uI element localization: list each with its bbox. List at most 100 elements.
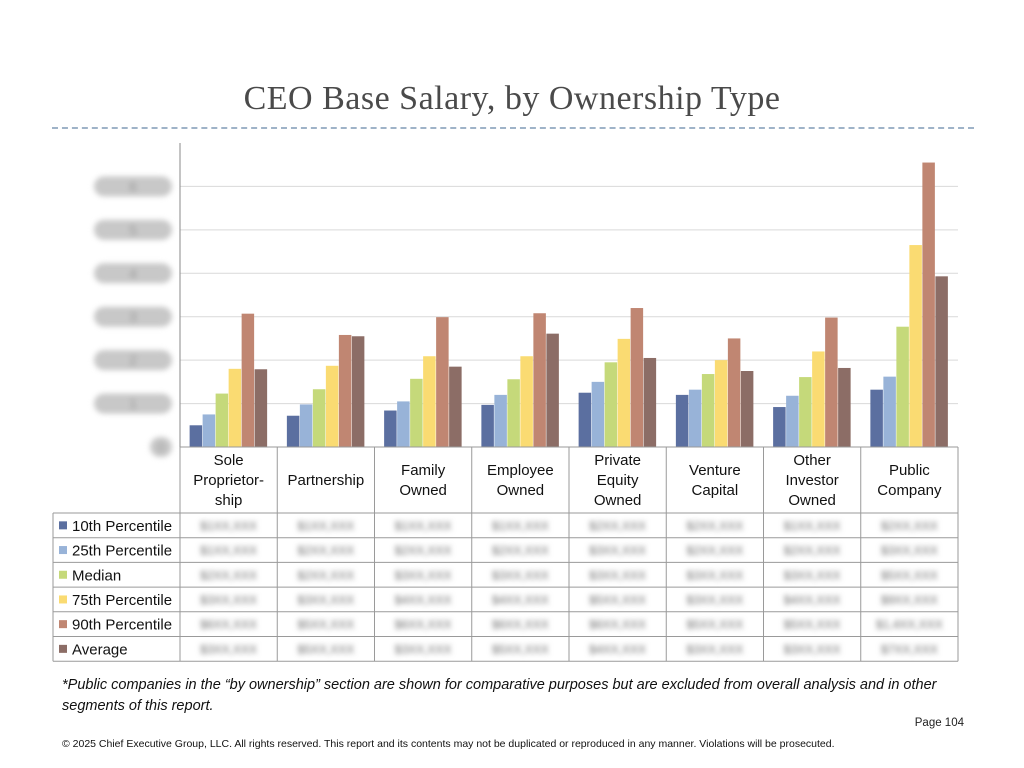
bar — [922, 162, 935, 448]
table-value: $2XX,XXX — [687, 519, 744, 533]
table-value: $3XX,XXX — [200, 593, 257, 607]
bar — [423, 356, 436, 447]
category-label: Venture — [689, 462, 741, 479]
bar — [351, 336, 365, 447]
table-value: $1XX,XXX — [298, 519, 355, 533]
table-value: $5XX,XXX — [589, 593, 646, 607]
table-value: $2XX,XXX — [298, 568, 355, 582]
bar — [436, 317, 449, 447]
table-value: $5XX,XXX — [687, 618, 744, 632]
table-value: $3XX,XXX — [395, 642, 452, 656]
bar — [449, 366, 462, 447]
page-number: Page 104 — [914, 717, 964, 729]
bar — [935, 276, 948, 447]
table-value: $3XX,XXX — [687, 568, 744, 582]
table-value: $3XX,XXX — [687, 642, 744, 656]
y-tick-label: 4 — [129, 265, 137, 281]
y-tick-label: 2 — [129, 352, 137, 368]
table-value: $4XX,XXX — [589, 642, 646, 656]
bar — [533, 313, 546, 447]
table-value: $9XX,XXX — [881, 593, 938, 607]
category-label: Owned — [497, 482, 545, 499]
table-value: $6XX,XXX — [395, 618, 452, 632]
category-label: Employee — [487, 462, 554, 479]
table-value: $1XX,XXX — [784, 519, 841, 533]
category-label: Family — [401, 462, 446, 479]
table-value: $1XX,XXX — [200, 544, 257, 558]
legend-label: Average — [72, 641, 128, 658]
bar — [202, 414, 216, 447]
bar — [410, 378, 423, 447]
table-value: $2XX,XXX — [395, 544, 452, 558]
bar — [241, 313, 255, 447]
table-value: $2XX,XXX — [492, 544, 549, 558]
table-value: $2XX,XXX — [298, 544, 355, 558]
bar — [838, 367, 851, 447]
table-value: $5XX,XXX — [784, 618, 841, 632]
bar — [312, 389, 326, 447]
category-label: Capital — [692, 482, 739, 499]
table-value: $2XX,XXX — [589, 519, 646, 533]
bar — [909, 245, 922, 447]
bar — [786, 395, 799, 447]
table-value: $6XX,XXX — [492, 618, 549, 632]
y-tick-label-mask — [94, 219, 172, 240]
table-value: $6XX,XXX — [200, 618, 257, 632]
table-value: $3XX,XXX — [687, 593, 744, 607]
category-label: Partnership — [288, 472, 365, 489]
table-value: $3XX,XXX — [395, 568, 452, 582]
y-tick-label-mask — [94, 263, 172, 284]
legend-label: 75th Percentile — [72, 592, 172, 609]
table-value: $2XX,XXX — [687, 544, 744, 558]
y-tick-label: 3 — [129, 309, 137, 325]
table-value: $1,4XX,XXX — [876, 618, 943, 632]
category-label: Company — [877, 482, 942, 499]
page-title: CEO Base Salary, by Ownership Type — [243, 80, 781, 117]
bar — [546, 333, 559, 447]
table-value: $3XX,XXX — [589, 544, 646, 558]
bar — [286, 415, 300, 447]
bar — [397, 401, 410, 447]
table-value: $2XX,XXX — [200, 568, 257, 582]
bar — [299, 404, 313, 447]
bar — [773, 407, 786, 447]
legend-swatch — [59, 620, 67, 629]
category-label: Owned — [399, 482, 447, 499]
bar — [507, 379, 520, 447]
bar — [870, 389, 883, 447]
y-tick-label: 6 — [129, 178, 137, 194]
table-value: $2XX,XXX — [881, 519, 938, 533]
bar — [338, 334, 352, 447]
table-value: $4XX,XXX — [395, 593, 452, 607]
bar — [494, 394, 507, 447]
bar — [481, 404, 494, 447]
bar — [215, 393, 229, 447]
bar — [825, 317, 838, 447]
category-label: Sole — [214, 452, 244, 469]
table-value: $3XX,XXX — [784, 568, 841, 582]
category-label: Private — [594, 452, 641, 469]
table-value: $5XX,XXX — [298, 618, 355, 632]
bar — [520, 356, 533, 447]
y-tick-label-mask — [94, 350, 172, 371]
title-divider — [52, 127, 974, 129]
table-value: $3XX,XXX — [881, 544, 938, 558]
legend-swatch — [59, 521, 67, 530]
bar — [643, 357, 657, 447]
y-tick-label: 0 — [157, 439, 165, 455]
category-label: ship — [215, 492, 243, 509]
category-label: Proprietor- — [193, 472, 264, 489]
bar — [675, 394, 689, 447]
bar — [812, 351, 825, 447]
bar — [883, 376, 896, 447]
table-value: $4XX,XXX — [492, 593, 549, 607]
category-label: Other — [793, 452, 831, 469]
bar — [604, 362, 618, 447]
table-value: $5XX,XXX — [298, 642, 355, 656]
table-value: $1XX,XXX — [395, 519, 452, 533]
bar — [384, 410, 397, 447]
category-label: Equity — [597, 472, 639, 489]
table-value: $6XX,XXX — [589, 618, 646, 632]
bars — [189, 162, 948, 448]
y-tick-label-mask — [150, 437, 172, 457]
